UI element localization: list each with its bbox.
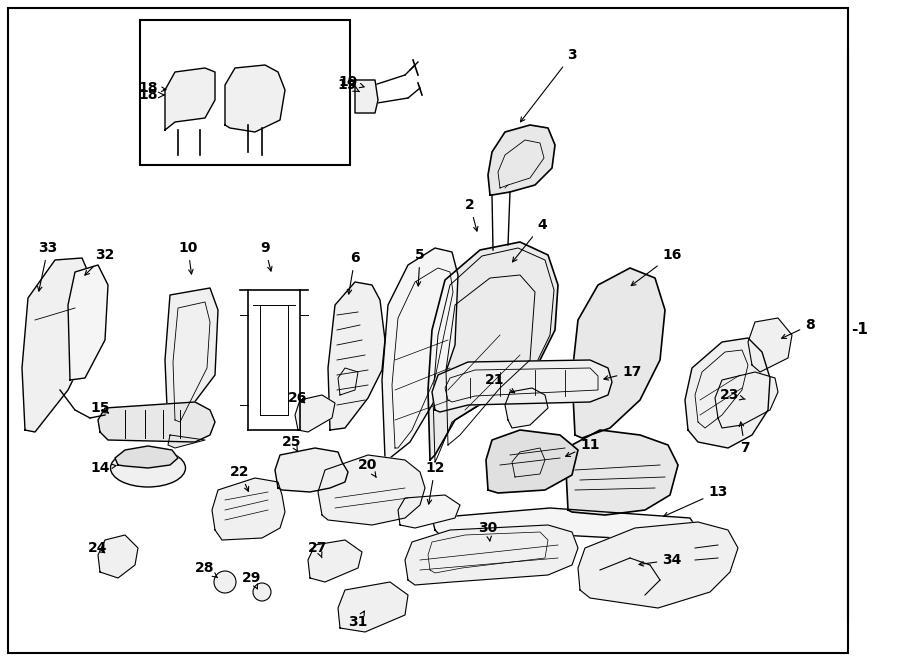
Text: 26: 26 [288,391,308,405]
Polygon shape [295,395,335,432]
Text: 25: 25 [283,435,302,451]
Text: 19: 19 [338,75,364,89]
Text: 29: 29 [242,571,262,589]
Polygon shape [488,125,555,195]
Polygon shape [382,248,458,458]
Polygon shape [505,388,548,428]
Text: 19: 19 [338,78,359,92]
Text: 30: 30 [479,521,498,541]
Text: 20: 20 [358,458,378,477]
Text: 31: 31 [348,611,368,629]
Text: 28: 28 [195,561,218,578]
Text: 32: 32 [85,248,114,275]
Text: 8: 8 [781,318,815,338]
Text: 9: 9 [260,241,272,271]
Ellipse shape [111,449,185,487]
Polygon shape [308,540,362,582]
Polygon shape [578,522,738,608]
Polygon shape [715,372,778,428]
Text: 2: 2 [465,198,478,231]
Polygon shape [566,430,678,515]
Text: 3: 3 [520,48,577,122]
Text: 16: 16 [631,248,681,286]
Text: 18: 18 [139,88,164,102]
Text: 21: 21 [485,373,515,393]
Polygon shape [432,360,612,412]
Polygon shape [212,478,285,540]
Text: 10: 10 [178,241,198,274]
Polygon shape [165,68,215,130]
Polygon shape [748,318,792,372]
Polygon shape [98,535,138,578]
Polygon shape [428,242,558,460]
Polygon shape [338,582,408,632]
Polygon shape [355,80,378,113]
Polygon shape [432,508,698,542]
Text: 34: 34 [639,553,681,567]
Text: 14: 14 [90,461,116,475]
Polygon shape [685,338,770,448]
Polygon shape [225,65,285,132]
Polygon shape [318,455,425,525]
Polygon shape [486,430,578,493]
Text: 7: 7 [739,422,750,455]
Text: -1: -1 [851,323,868,338]
Text: 23: 23 [720,388,745,402]
Text: 11: 11 [565,438,599,457]
Text: 5: 5 [415,248,425,286]
Text: 13: 13 [663,485,728,516]
Polygon shape [405,525,578,585]
Ellipse shape [214,571,236,593]
Polygon shape [98,402,215,442]
Polygon shape [168,435,205,448]
Bar [140,20,350,165]
Text: 27: 27 [309,541,328,558]
Polygon shape [398,495,460,528]
Polygon shape [22,258,95,432]
Polygon shape [328,282,385,430]
Text: 4: 4 [512,218,547,262]
Text: 6: 6 [347,251,360,294]
Ellipse shape [253,583,271,601]
Polygon shape [115,446,178,468]
Text: 17: 17 [604,365,642,380]
Text: 12: 12 [425,461,445,504]
Polygon shape [572,268,665,438]
Text: 22: 22 [230,465,250,491]
Text: 18: 18 [139,81,166,95]
Polygon shape [165,288,218,432]
Text: 15: 15 [90,401,110,415]
Text: 24: 24 [88,541,108,555]
Polygon shape [275,448,348,492]
Polygon shape [68,265,108,380]
Text: 33: 33 [38,241,58,291]
